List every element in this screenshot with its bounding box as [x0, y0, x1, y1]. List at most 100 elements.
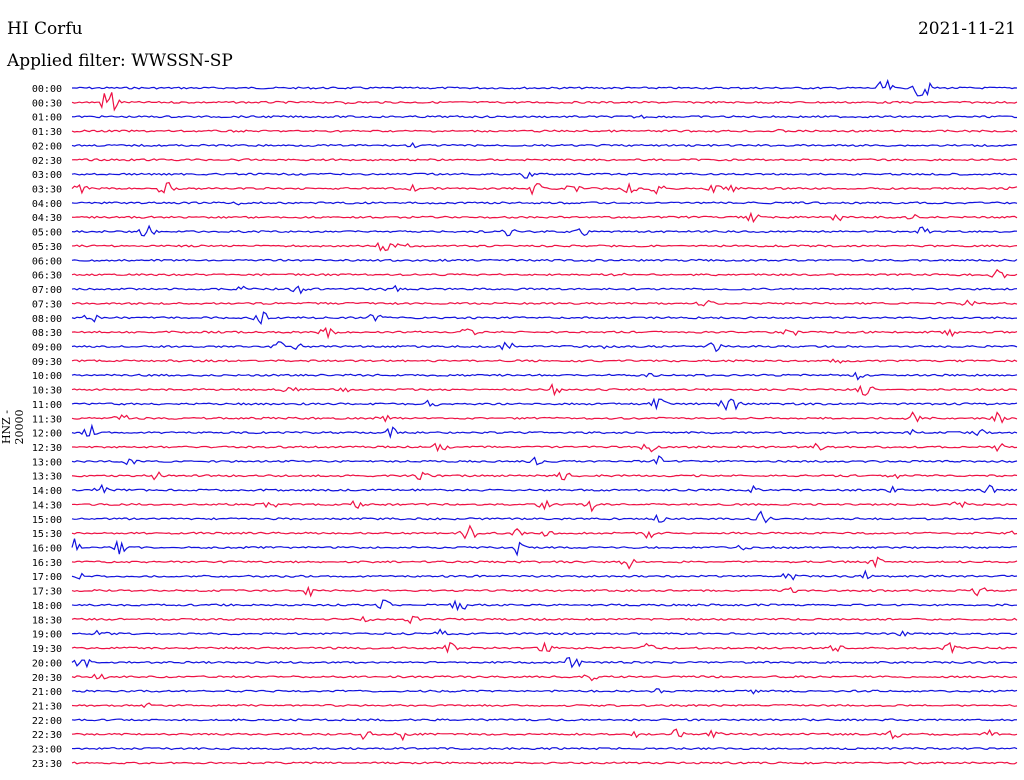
row-label: 19:00 [32, 630, 62, 641]
trace-row [71, 556, 1018, 570]
filter-label: Applied filter: WWSSN-SP [7, 51, 233, 71]
trace-row [71, 311, 1018, 326]
trace-row [71, 397, 1018, 412]
row-label: 22:30 [32, 730, 62, 741]
date-label: 2021-11-21 [917, 19, 1016, 39]
row-label: 03:00 [32, 170, 62, 181]
row-label: 01:00 [32, 113, 62, 124]
trace-row [71, 423, 1018, 439]
row-label: 20:30 [32, 673, 62, 684]
row-label: 08:30 [32, 328, 62, 339]
row-label: 05:00 [32, 228, 62, 239]
trace-row [71, 224, 1018, 237]
trace-row [71, 92, 1018, 112]
row-label: 06:30 [32, 271, 62, 282]
trace-row [71, 688, 1018, 695]
row-label: 11:30 [32, 414, 62, 425]
trace-row [71, 657, 1018, 669]
trace-row [71, 158, 1018, 162]
trace-row [71, 383, 1018, 397]
row-label: 05:30 [32, 242, 62, 253]
trace-row [71, 341, 1018, 353]
trace-row [71, 524, 1018, 540]
trace-row [71, 728, 1018, 742]
trace-row [72, 78, 1018, 97]
row-label: 08:00 [32, 314, 62, 325]
trace-row [71, 181, 1018, 196]
row-label: 02:00 [32, 141, 62, 152]
row-label: 13:30 [32, 472, 62, 483]
row-label: 02:30 [32, 156, 62, 167]
row-label: 06:00 [32, 256, 62, 267]
row-label: 10:00 [32, 371, 62, 382]
trace-row [72, 442, 1018, 453]
trace-row [71, 258, 1018, 262]
trace-row [71, 326, 1018, 340]
station-title: HI Corfu [7, 19, 83, 39]
trace-row [71, 599, 1017, 612]
row-label: 03:30 [32, 185, 62, 196]
trace-row [71, 569, 1018, 581]
trace-row [71, 538, 1018, 557]
row-label: 12:30 [32, 443, 62, 454]
row-label: 04:00 [32, 199, 62, 210]
trace-row [71, 371, 1018, 381]
row-label: 16:30 [32, 558, 62, 569]
row-label: 00:00 [32, 84, 62, 95]
trace-row [71, 718, 1018, 722]
row-label: 23:30 [32, 759, 62, 770]
row-label: 13:00 [32, 457, 62, 468]
row-label: 09:30 [32, 357, 62, 368]
row-label: 18:00 [32, 601, 62, 612]
trace-row [71, 702, 1018, 709]
trace-row [71, 499, 1018, 513]
row-label: 22:00 [32, 716, 62, 727]
row-label: 09:00 [32, 342, 62, 353]
trace-row [71, 510, 1018, 524]
trace-row [71, 142, 1018, 149]
trace-row [71, 455, 1018, 466]
trace-row [71, 471, 1018, 481]
row-label: 07:30 [32, 299, 62, 310]
trace-row [71, 641, 1018, 655]
trace-row [71, 358, 1018, 364]
trace-row [71, 299, 1018, 307]
row-label: 11:00 [32, 400, 62, 411]
trace-row [71, 761, 1018, 765]
row-label: 14:30 [32, 500, 62, 511]
trace-row [71, 585, 1018, 598]
row-label: 07:00 [32, 285, 62, 296]
row-label: 17:30 [32, 587, 62, 598]
row-label: 20:00 [32, 658, 62, 669]
trace-row [71, 268, 1018, 279]
trace-row [71, 747, 1018, 751]
row-label: 16:00 [32, 544, 62, 555]
row-label: 17:00 [32, 572, 62, 583]
trace-row [71, 171, 1018, 179]
row-label: 15:30 [32, 529, 62, 540]
row-label: 15:00 [32, 515, 62, 526]
row-label: 19:30 [32, 644, 62, 655]
trace-row [71, 615, 1018, 625]
trace-row [71, 411, 1018, 424]
trace-row [71, 483, 1018, 494]
row-label: 21:00 [32, 687, 62, 698]
row-label: 21:30 [32, 701, 62, 712]
row-label: 14:00 [32, 486, 62, 497]
trace-row [71, 211, 1018, 224]
row-label: 04:30 [32, 213, 62, 224]
trace-row [71, 628, 1018, 637]
row-label: 12:00 [32, 429, 62, 440]
row-label: 01:30 [32, 127, 62, 138]
trace-row [71, 114, 1017, 119]
row-label: 18:30 [32, 615, 62, 626]
trace-row [71, 201, 1018, 206]
trace-row [71, 284, 1018, 295]
row-label: 00:30 [32, 98, 62, 109]
trace-row [71, 241, 1018, 252]
trace-row [71, 673, 1018, 682]
row-label: 10:30 [32, 386, 62, 397]
trace-row [71, 128, 1018, 133]
row-label: 23:00 [32, 745, 62, 756]
